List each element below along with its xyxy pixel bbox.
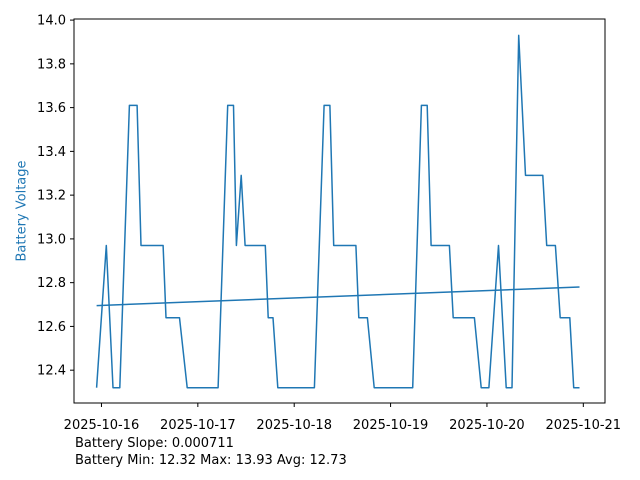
- x-tick-label: 2025-10-19: [353, 418, 429, 433]
- y-tick-label: 13.2: [37, 189, 66, 204]
- y-tick-label: 13.6: [37, 101, 66, 116]
- battery-trend-line: [96, 286, 580, 307]
- x-tick-label: 2025-10-16: [64, 418, 140, 433]
- battery-voltage-line: [95, 34, 580, 389]
- x-tick-label: 2025-10-21: [546, 418, 622, 433]
- x-tick-label: 2025-10-17: [160, 418, 236, 433]
- y-tick-label: 12.4: [37, 364, 66, 379]
- y-tick-label: 12.6: [37, 320, 66, 335]
- y-tick-label: 13.8: [37, 57, 66, 72]
- stat-slope: Battery Slope: 0.000711: [75, 436, 234, 451]
- stat-min-max-avg: Battery Min: 12.32 Max: 13.93 Avg: 12.73: [75, 453, 347, 468]
- y-tick-label: 12.8: [37, 276, 66, 291]
- y-axis-label: Battery Voltage: [14, 160, 30, 262]
- stats-block: Battery Slope: 0.000711 Battery Min: 12.…: [75, 435, 347, 469]
- x-tick-label: 2025-10-18: [256, 418, 332, 433]
- y-tick-label: 14.0: [37, 14, 66, 29]
- y-tick-label: 13.0: [37, 232, 66, 247]
- y-tick-label: 13.4: [37, 145, 66, 160]
- axes-frame: [73, 18, 606, 404]
- x-tick-label: 2025-10-20: [449, 418, 525, 433]
